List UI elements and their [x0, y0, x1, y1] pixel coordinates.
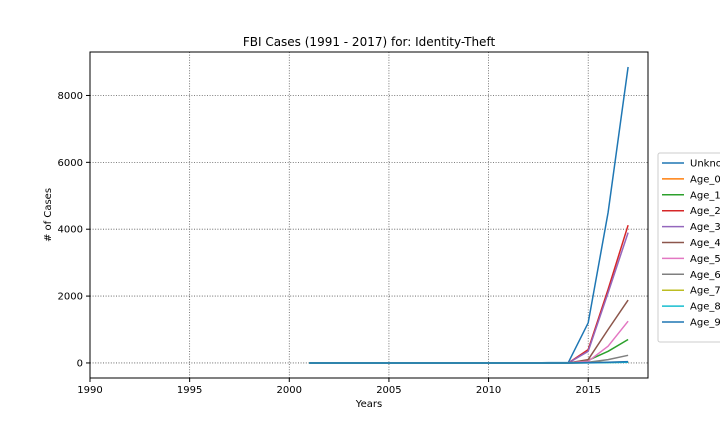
- y-tick-label: 0: [77, 358, 83, 369]
- legend-box: [657, 152, 720, 343]
- x-tick-label: 2005: [376, 385, 401, 396]
- plot-frame: [89, 51, 649, 379]
- y-tick-label: 4000: [58, 225, 83, 236]
- legend-entry: Age_7: [690, 286, 720, 297]
- legend-entry: Age_9: [690, 318, 720, 329]
- series-line-age-1: [309, 338, 629, 364]
- legend-entry: Age_1: [690, 190, 720, 201]
- series-lines: [309, 66, 629, 364]
- series-line-unkno: [309, 66, 629, 364]
- x-axis: 1990 1995 2000 2005 2010 2015: [77, 378, 601, 396]
- y-axis: 0 2000 4000 6000 8000: [58, 91, 90, 369]
- series-line-age-9: [309, 360, 629, 364]
- x-tick-label: 1990: [77, 385, 102, 396]
- series-line-age-3: [309, 232, 629, 364]
- legend-entry: Age_0: [690, 174, 720, 185]
- x-tick-label: 2010: [476, 385, 501, 396]
- y-tick-label: 8000: [58, 91, 83, 102]
- legend-entry: Age_2: [690, 206, 720, 217]
- legend-entry: Unkno: [690, 159, 720, 170]
- legend: Unkno Age_0 Age_1 Age_2 Age_3 Age_4 Age_5 Age_6…: [657, 152, 720, 343]
- grid: [89, 52, 648, 378]
- y-tick-label: 2000: [58, 292, 83, 303]
- legend-entry: Age_6: [690, 270, 720, 281]
- y-axis-label: # of Cases: [43, 188, 54, 242]
- legend-entry: Age_5: [690, 254, 720, 265]
- x-tick-label: 2015: [575, 385, 600, 396]
- y-tick-label: 6000: [58, 158, 83, 169]
- x-tick-label: 2000: [277, 385, 302, 396]
- series-line-age-2: [309, 224, 629, 364]
- series-line-age-4: [309, 299, 629, 364]
- legend-entry: Age_8: [690, 302, 720, 313]
- x-axis-label: Years: [355, 399, 382, 410]
- x-tick-label: 1995: [177, 385, 202, 396]
- legend-entry: Age_4: [690, 238, 720, 249]
- chart-title: FBI Cases (1991 - 2017) for: Identity-Th…: [243, 35, 496, 49]
- legend-entry: Age_3: [690, 222, 720, 233]
